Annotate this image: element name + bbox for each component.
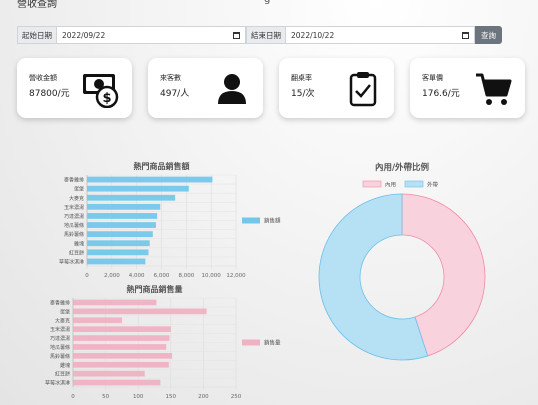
- svg-text:$: $: [102, 91, 111, 106]
- donut-slice: [401, 193, 486, 357]
- x-tick-label: 150: [166, 394, 177, 400]
- end-date-input[interactable]: 2022/10/22: [286, 26, 475, 44]
- card-label: 翻桌率: [291, 74, 312, 82]
- end-date-value: 2022/10/22: [291, 30, 335, 40]
- calendar-icon[interactable]: [462, 31, 469, 39]
- bar: [73, 361, 169, 368]
- x-tick-label: 50: [102, 394, 109, 400]
- legend-swatch: [242, 217, 260, 224]
- chart-title: 內用/外帶比例: [375, 162, 430, 173]
- category-label: 巧達濃湯: [64, 213, 84, 220]
- card-label: 來客數: [160, 74, 181, 82]
- bar: [73, 344, 167, 350]
- visitors-card: 來客數 497/人: [148, 58, 263, 118]
- money-bill-dollar-icon: $: [83, 74, 119, 108]
- bar: [87, 231, 153, 238]
- bar: [87, 240, 150, 247]
- bar: [73, 326, 171, 332]
- legend-swatch: [404, 180, 424, 188]
- x-tick-label: 200: [198, 394, 209, 400]
- revenue-card: 營收金額 87800/元 $: [17, 58, 132, 118]
- category-label: 草莓冰淇淋: [45, 380, 70, 387]
- category-label: 紅豆餅: [69, 249, 84, 256]
- avg-order-card: 客單價 176.6/元: [410, 58, 525, 118]
- shopping-cart-icon: [476, 73, 512, 105]
- card-value: 176.6/元: [422, 89, 460, 99]
- clipboard-check-icon: [349, 72, 377, 107]
- category-label: 蛋堡: [74, 186, 84, 193]
- x-tick-label: 0: [71, 394, 75, 400]
- card-value: 497/人: [160, 89, 190, 99]
- chart-title: 熱門商品銷售量: [127, 284, 183, 294]
- x-tick-label: 6,000: [154, 273, 170, 279]
- person-icon: [218, 74, 246, 104]
- category-label: 紅豆餅: [55, 371, 70, 378]
- header-fragment: g: [264, 0, 270, 5]
- x-tick-label: 12,000: [226, 273, 246, 279]
- legend-swatch: [362, 180, 382, 188]
- legend-label: 銷售量: [264, 339, 281, 347]
- bar: [87, 249, 149, 256]
- donut-slice: [318, 193, 429, 361]
- start-date-value: 2022/09/22: [62, 30, 106, 40]
- card-value: 15/次: [291, 89, 315, 99]
- category-label: 麥香雞排: [50, 299, 70, 306]
- x-tick-label: 2,000: [104, 273, 120, 279]
- query-button[interactable]: 查詢: [475, 26, 502, 44]
- card-value: 87800/元: [29, 89, 70, 99]
- bar: [87, 258, 146, 265]
- category-label: 玉米濃湯: [64, 204, 84, 211]
- legend-label: 內用: [385, 181, 396, 189]
- bar: [87, 176, 213, 183]
- bar: [87, 213, 158, 219]
- category-label: 地瓜薯條: [64, 222, 84, 229]
- card-label: 客單價: [422, 74, 443, 82]
- bar: [87, 194, 176, 201]
- category-label: 馬鈴薯條: [64, 231, 84, 238]
- category-label: 雞塊: [74, 240, 84, 247]
- x-tick-label: 0: [85, 273, 89, 279]
- page-title: 營收查詢: [17, 0, 57, 10]
- category-label: 地瓜薯條: [50, 344, 70, 351]
- bar: [87, 185, 189, 192]
- sales-quantity-chart: 熱門商品銷售量 0 50 100 150 200 250 麥香雞排蛋堡大麥克玉米濃湯巧達濃湯地…: [45, 284, 281, 400]
- bar: [73, 379, 161, 386]
- start-date-label: 起始日期: [17, 26, 57, 44]
- category-label: 玉米濃湯: [50, 326, 70, 333]
- bar: [73, 353, 173, 359]
- bar: [73, 335, 170, 341]
- x-tick-label: 250: [231, 394, 242, 400]
- x-tick-label: 100: [133, 394, 144, 400]
- bar: [87, 203, 161, 210]
- x-tick-label: 4,000: [129, 273, 145, 279]
- category-label: 雞塊: [60, 362, 70, 369]
- chart-title: 熱門商品銷售額: [134, 161, 190, 171]
- bar: [73, 308, 207, 315]
- end-date-label: 結束日期: [246, 26, 286, 44]
- legend-label: 外帶: [427, 181, 439, 189]
- bar: [73, 317, 122, 324]
- legend-swatch: [242, 339, 260, 346]
- category-label: 馬鈴薯條: [50, 353, 70, 360]
- bar: [87, 222, 156, 228]
- card-label: 營收金額: [29, 74, 57, 82]
- date-filter-bar: 起始日期 2022/09/22 結束日期 2022/10/22 查詢: [17, 26, 527, 44]
- bar: [73, 299, 157, 306]
- legend-label: 銷售額: [264, 217, 281, 225]
- category-label: 大麥克: [55, 317, 70, 324]
- category-label: 蛋堡: [60, 308, 70, 315]
- category-label: 草莓冰淇淋: [59, 258, 84, 265]
- calendar-icon[interactable]: [233, 31, 240, 39]
- sales-amount-chart: 熱門商品銷售額 0 2,000 4,000 6,000 8,000 10,000 12,000…: [59, 161, 281, 279]
- x-tick-label: 10,000: [202, 273, 222, 279]
- category-label: 麥香雞排: [64, 177, 84, 184]
- category-label: 大麥克: [69, 195, 84, 202]
- turnover-card: 翻桌率 15/次: [279, 58, 394, 118]
- x-tick-label: 8,000: [178, 273, 194, 279]
- bar: [73, 370, 145, 377]
- start-date-input[interactable]: 2022/09/22: [57, 26, 246, 44]
- category-label: 巧達濃湯: [50, 335, 70, 342]
